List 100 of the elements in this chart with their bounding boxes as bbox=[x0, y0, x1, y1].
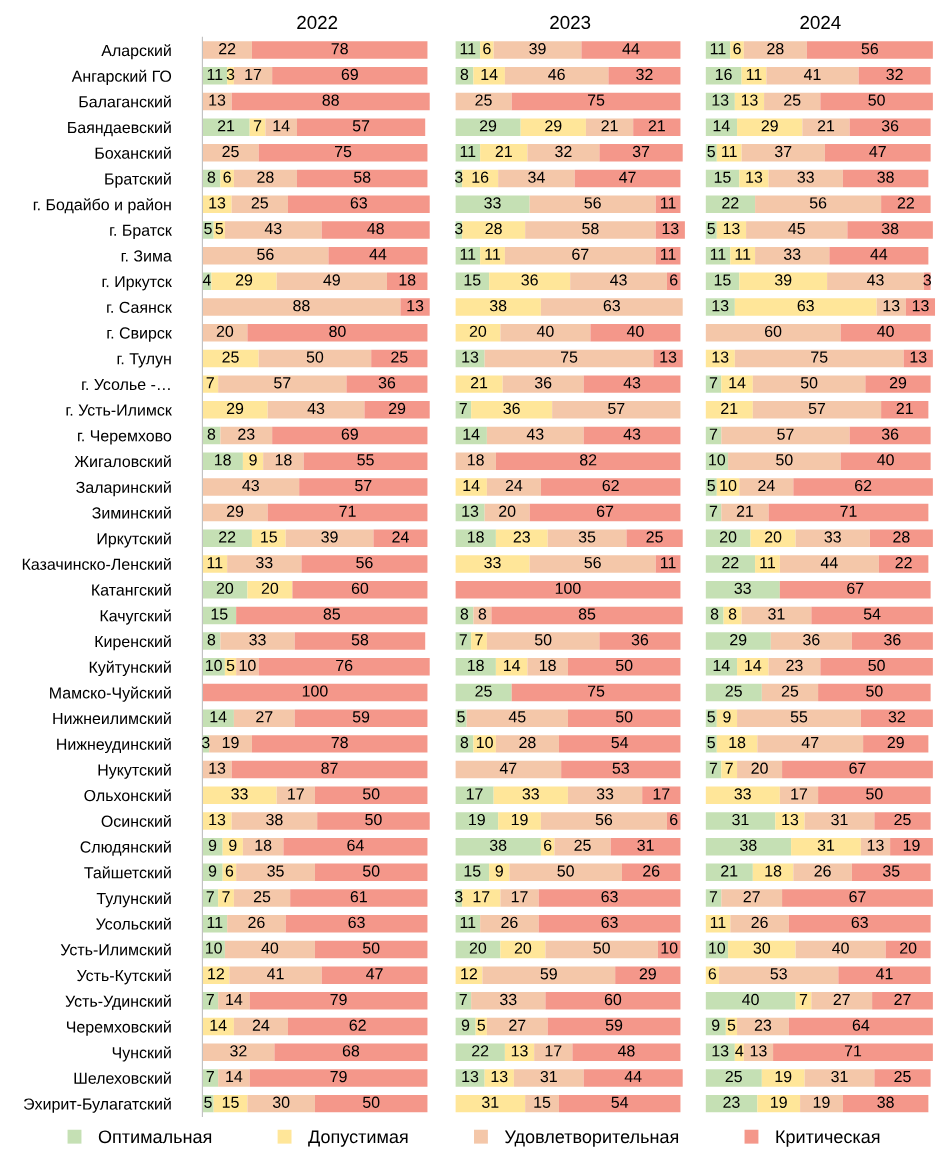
data-label: 24 bbox=[392, 531, 409, 543]
bar bbox=[721, 426, 850, 445]
bar bbox=[202, 992, 219, 1010]
data-label: 71 bbox=[840, 505, 857, 517]
y-tick-label: Аларский bbox=[101, 44, 171, 60]
bar bbox=[455, 555, 530, 573]
data-label: 33 bbox=[824, 531, 841, 543]
data-label: 56 bbox=[809, 197, 827, 209]
data-label: 57 bbox=[808, 402, 826, 415]
data-label: 50 bbox=[362, 942, 380, 954]
data-label: 56 bbox=[584, 556, 601, 569]
bar bbox=[489, 272, 571, 291]
data-label: 27 bbox=[256, 711, 273, 723]
bar bbox=[231, 92, 430, 111]
data-label: 13 bbox=[660, 351, 677, 363]
bar bbox=[876, 298, 906, 316]
data-label: 13 bbox=[912, 300, 929, 312]
data-label: 14 bbox=[226, 993, 243, 1005]
bar bbox=[851, 632, 933, 650]
data-label: 29 bbox=[730, 634, 747, 646]
y-tick-label: Усть-Удинский bbox=[65, 994, 171, 1010]
data-label: 58 bbox=[351, 634, 369, 646]
bar bbox=[567, 709, 681, 727]
bar bbox=[247, 580, 293, 599]
bar bbox=[364, 401, 430, 419]
data-label: 39 bbox=[321, 531, 338, 543]
data-label: 19 bbox=[903, 839, 920, 851]
bar bbox=[455, 118, 521, 136]
legend-label: Допустимая bbox=[308, 1130, 408, 1147]
data-label: 13 bbox=[662, 222, 679, 235]
bar bbox=[462, 889, 501, 907]
bar bbox=[766, 67, 859, 85]
bar bbox=[874, 812, 931, 830]
data-label: 25 bbox=[222, 145, 239, 158]
bar bbox=[400, 298, 430, 316]
data-label: 21 bbox=[721, 865, 738, 877]
data-label: 39 bbox=[774, 274, 792, 286]
data-label: 19 bbox=[222, 736, 239, 749]
data-label: 13 bbox=[209, 762, 226, 774]
bar bbox=[455, 812, 499, 830]
data-label: 36 bbox=[503, 402, 520, 415]
data-label: 50 bbox=[362, 1096, 380, 1108]
data-label: 40 bbox=[832, 942, 849, 954]
data-label: 82 bbox=[579, 454, 597, 466]
data-label: 21 bbox=[721, 402, 738, 414]
data-label: 13 bbox=[782, 813, 799, 826]
bar bbox=[486, 478, 541, 496]
data-label: 4 bbox=[202, 274, 211, 286]
bar bbox=[296, 118, 426, 136]
data-label: 38 bbox=[877, 1096, 894, 1108]
data-label: 50 bbox=[866, 788, 883, 800]
data-label: 59 bbox=[540, 968, 557, 980]
data-label: 11 bbox=[660, 248, 676, 260]
bar bbox=[346, 375, 428, 393]
data-label: 61 bbox=[350, 891, 367, 903]
data-label: 8 bbox=[207, 428, 216, 440]
data-label: 5 bbox=[477, 1019, 486, 1031]
data-label: 7 bbox=[475, 634, 483, 646]
bar bbox=[716, 144, 742, 162]
bar bbox=[509, 863, 622, 882]
data-label: 7 bbox=[459, 993, 467, 1005]
bar bbox=[761, 1069, 805, 1087]
data-label: 56 bbox=[257, 248, 274, 260]
y-tick-label: г. Усть-Илимск bbox=[66, 404, 172, 416]
data-label: 25 bbox=[894, 1070, 911, 1083]
data-label: 29 bbox=[545, 120, 562, 132]
data-label: 20 bbox=[900, 942, 917, 954]
bar bbox=[529, 195, 656, 213]
data-label: 15 bbox=[261, 531, 277, 543]
data-label: 13 bbox=[712, 351, 729, 363]
data-label: 21 bbox=[601, 120, 618, 132]
bar bbox=[739, 478, 794, 496]
data-label: 36 bbox=[378, 377, 396, 389]
data-label: 63 bbox=[601, 916, 618, 929]
bar bbox=[272, 67, 428, 85]
bar bbox=[202, 144, 259, 162]
data-label: 29 bbox=[226, 505, 244, 517]
bar bbox=[495, 452, 681, 470]
data-label: 43 bbox=[264, 222, 282, 235]
data-label: 33 bbox=[231, 788, 248, 800]
bar bbox=[705, 401, 753, 419]
bar bbox=[265, 118, 297, 136]
bar bbox=[317, 812, 430, 830]
bar bbox=[486, 1017, 548, 1036]
data-label: 18 bbox=[467, 659, 484, 672]
bar bbox=[858, 67, 931, 85]
data-label: 24 bbox=[505, 479, 523, 492]
bar bbox=[299, 478, 428, 496]
bar bbox=[202, 401, 268, 419]
bar bbox=[455, 195, 530, 213]
bar bbox=[795, 529, 870, 548]
data-label: 7 bbox=[799, 993, 808, 1005]
data-label: 7 bbox=[206, 993, 214, 1005]
data-label: 29 bbox=[388, 402, 406, 415]
data-label: 17 bbox=[288, 788, 304, 800]
bar bbox=[495, 529, 548, 548]
data-label: 28 bbox=[519, 736, 536, 749]
data-label: 21 bbox=[470, 377, 488, 389]
data-label: 24 bbox=[758, 479, 775, 492]
bar bbox=[705, 375, 722, 393]
